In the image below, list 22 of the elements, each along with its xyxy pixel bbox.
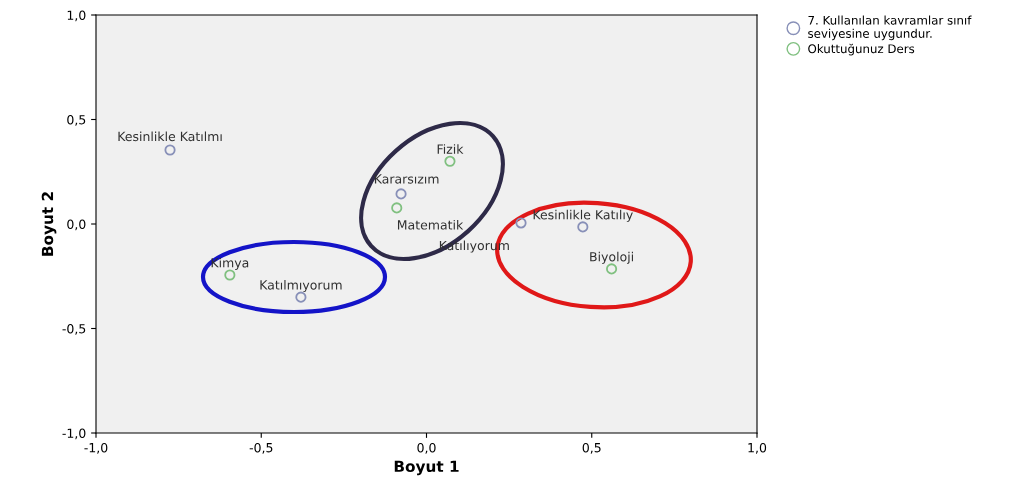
legend-label: Okuttuğunuz Ders — [808, 43, 915, 56]
annotation: Kararsızım — [374, 174, 439, 184]
y-tick-label: 0,0 — [67, 219, 86, 231]
annotation: Biyoloji — [590, 251, 633, 264]
y-tick-label: 0,5 — [67, 114, 86, 126]
x-tick-label: 0,5 — [582, 442, 601, 454]
annotation: Katılmıyorum — [260, 279, 342, 293]
annotation: Matematik — [397, 219, 464, 230]
annotation: Fizik — [437, 144, 464, 154]
x-tick-label: 1,0 — [748, 442, 767, 454]
annotation: Kesinlikle Katılmı — [118, 131, 222, 142]
legend-label: 7. Kullanılan kavramlar sınıf seviyesine uygundur. — [808, 15, 972, 41]
y-axis-title: Boyut 2 — [41, 192, 57, 256]
y-tick-label: -1,0 — [62, 428, 86, 440]
y-tick-label: 1,0 — [67, 10, 86, 22]
y-tick-label: -0,5 — [62, 323, 86, 335]
x-tick-label: 0,0 — [417, 442, 436, 454]
annotation: Kesinlikle Katılıy — [533, 209, 633, 222]
x-tick-label: -1,0 — [84, 442, 108, 454]
x-axis-title: Boyut 1 — [394, 460, 459, 476]
annotation: Kimya — [211, 257, 249, 270]
x-tick-label: -0,5 — [249, 442, 273, 454]
